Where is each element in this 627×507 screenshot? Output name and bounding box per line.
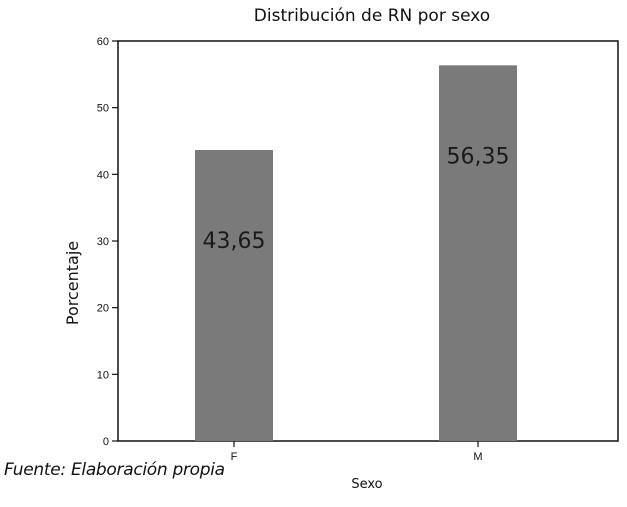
bar <box>439 65 517 441</box>
y-tick-label: 40 <box>97 169 109 181</box>
y-tick-label: 50 <box>97 103 109 115</box>
bars: 43,65 56,35 <box>195 65 517 441</box>
source-note: Fuente: Elaboración propia <box>4 460 225 480</box>
bar <box>195 150 273 441</box>
y-tick-label: 0 <box>103 436 109 448</box>
plot-frame <box>117 40 619 442</box>
x-axis-label: Sexo <box>351 477 382 492</box>
y-tick-label: 20 <box>97 303 109 315</box>
chart-title: Distribución de RN por sexo <box>254 6 490 26</box>
y-axis: 0 10 20 30 40 50 60 <box>97 36 118 448</box>
y-axis-label: Porcentaje <box>63 241 82 325</box>
x-tick-label: F <box>231 451 238 463</box>
y-tick-label: 10 <box>97 369 109 381</box>
y-tick-label: 60 <box>97 36 109 48</box>
y-tick-label: 30 <box>97 236 109 248</box>
x-tick-label: M <box>473 451 482 463</box>
bar-data-label: 43,65 <box>203 229 266 254</box>
bar-data-label: 56,35 <box>447 144 510 169</box>
